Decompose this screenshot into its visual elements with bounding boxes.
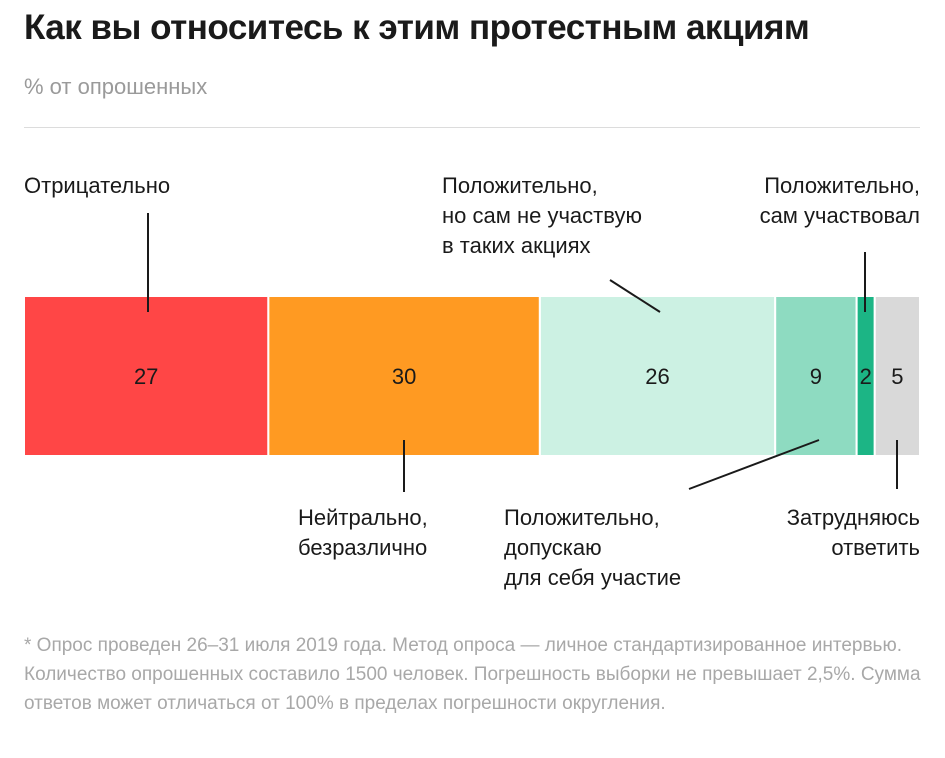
stacked-bar-chart: 27 Отрицательно 30 Нейтрально, безразлично 26… [23,173,922,590]
category-label-2-line-1: но сам не участвую [442,203,642,228]
bar-segment-1 [267,295,541,457]
bar-value-label-1: 30 [392,364,416,389]
bar-value-label-3: 9 [810,364,822,389]
category-label-5-line-0: Затрудняюсь [787,505,920,530]
bar-segment-3 [774,295,858,457]
category-label-1-line-0: Нейтрально, [298,505,428,530]
footnote: * Опрос проведен 26–31 июля 2019 года. М… [24,635,921,714]
chart-title: Как вы относитесь к этим протестным акци… [24,8,810,47]
category-label-5-line-1: ответить [831,535,920,560]
bar-value-label-4: 2 [860,364,872,389]
category-label-1-line-1: безразлично [298,535,427,560]
category-label-2-line-0: Положительно, [442,173,598,198]
category-label-2-line-2: в таких акциях [442,233,591,258]
bar-segment-5 [873,295,922,457]
leader-line-2 [609,279,661,313]
leader-line-3 [688,439,820,490]
divider [24,127,920,128]
bar-value-label-5: 5 [891,364,903,389]
bar-value-label-2: 26 [645,364,669,389]
category-label-0-line-0: Отрицательно [24,173,170,198]
category-label-4-line-0: Положительно, [764,173,920,198]
chart-subtitle: % от опрошенных [24,74,208,99]
category-label-3-line-2: для себя участие [504,565,681,590]
category-label-3-line-0: Положительно, [504,505,660,530]
category-label-4-line-1: сам участвовал [760,203,920,228]
bar-segment-2 [538,295,777,457]
bar-segment-0 [23,295,270,457]
bar-value-label-0: 27 [134,364,158,389]
category-label-3-line-1: допускаю [504,535,602,560]
